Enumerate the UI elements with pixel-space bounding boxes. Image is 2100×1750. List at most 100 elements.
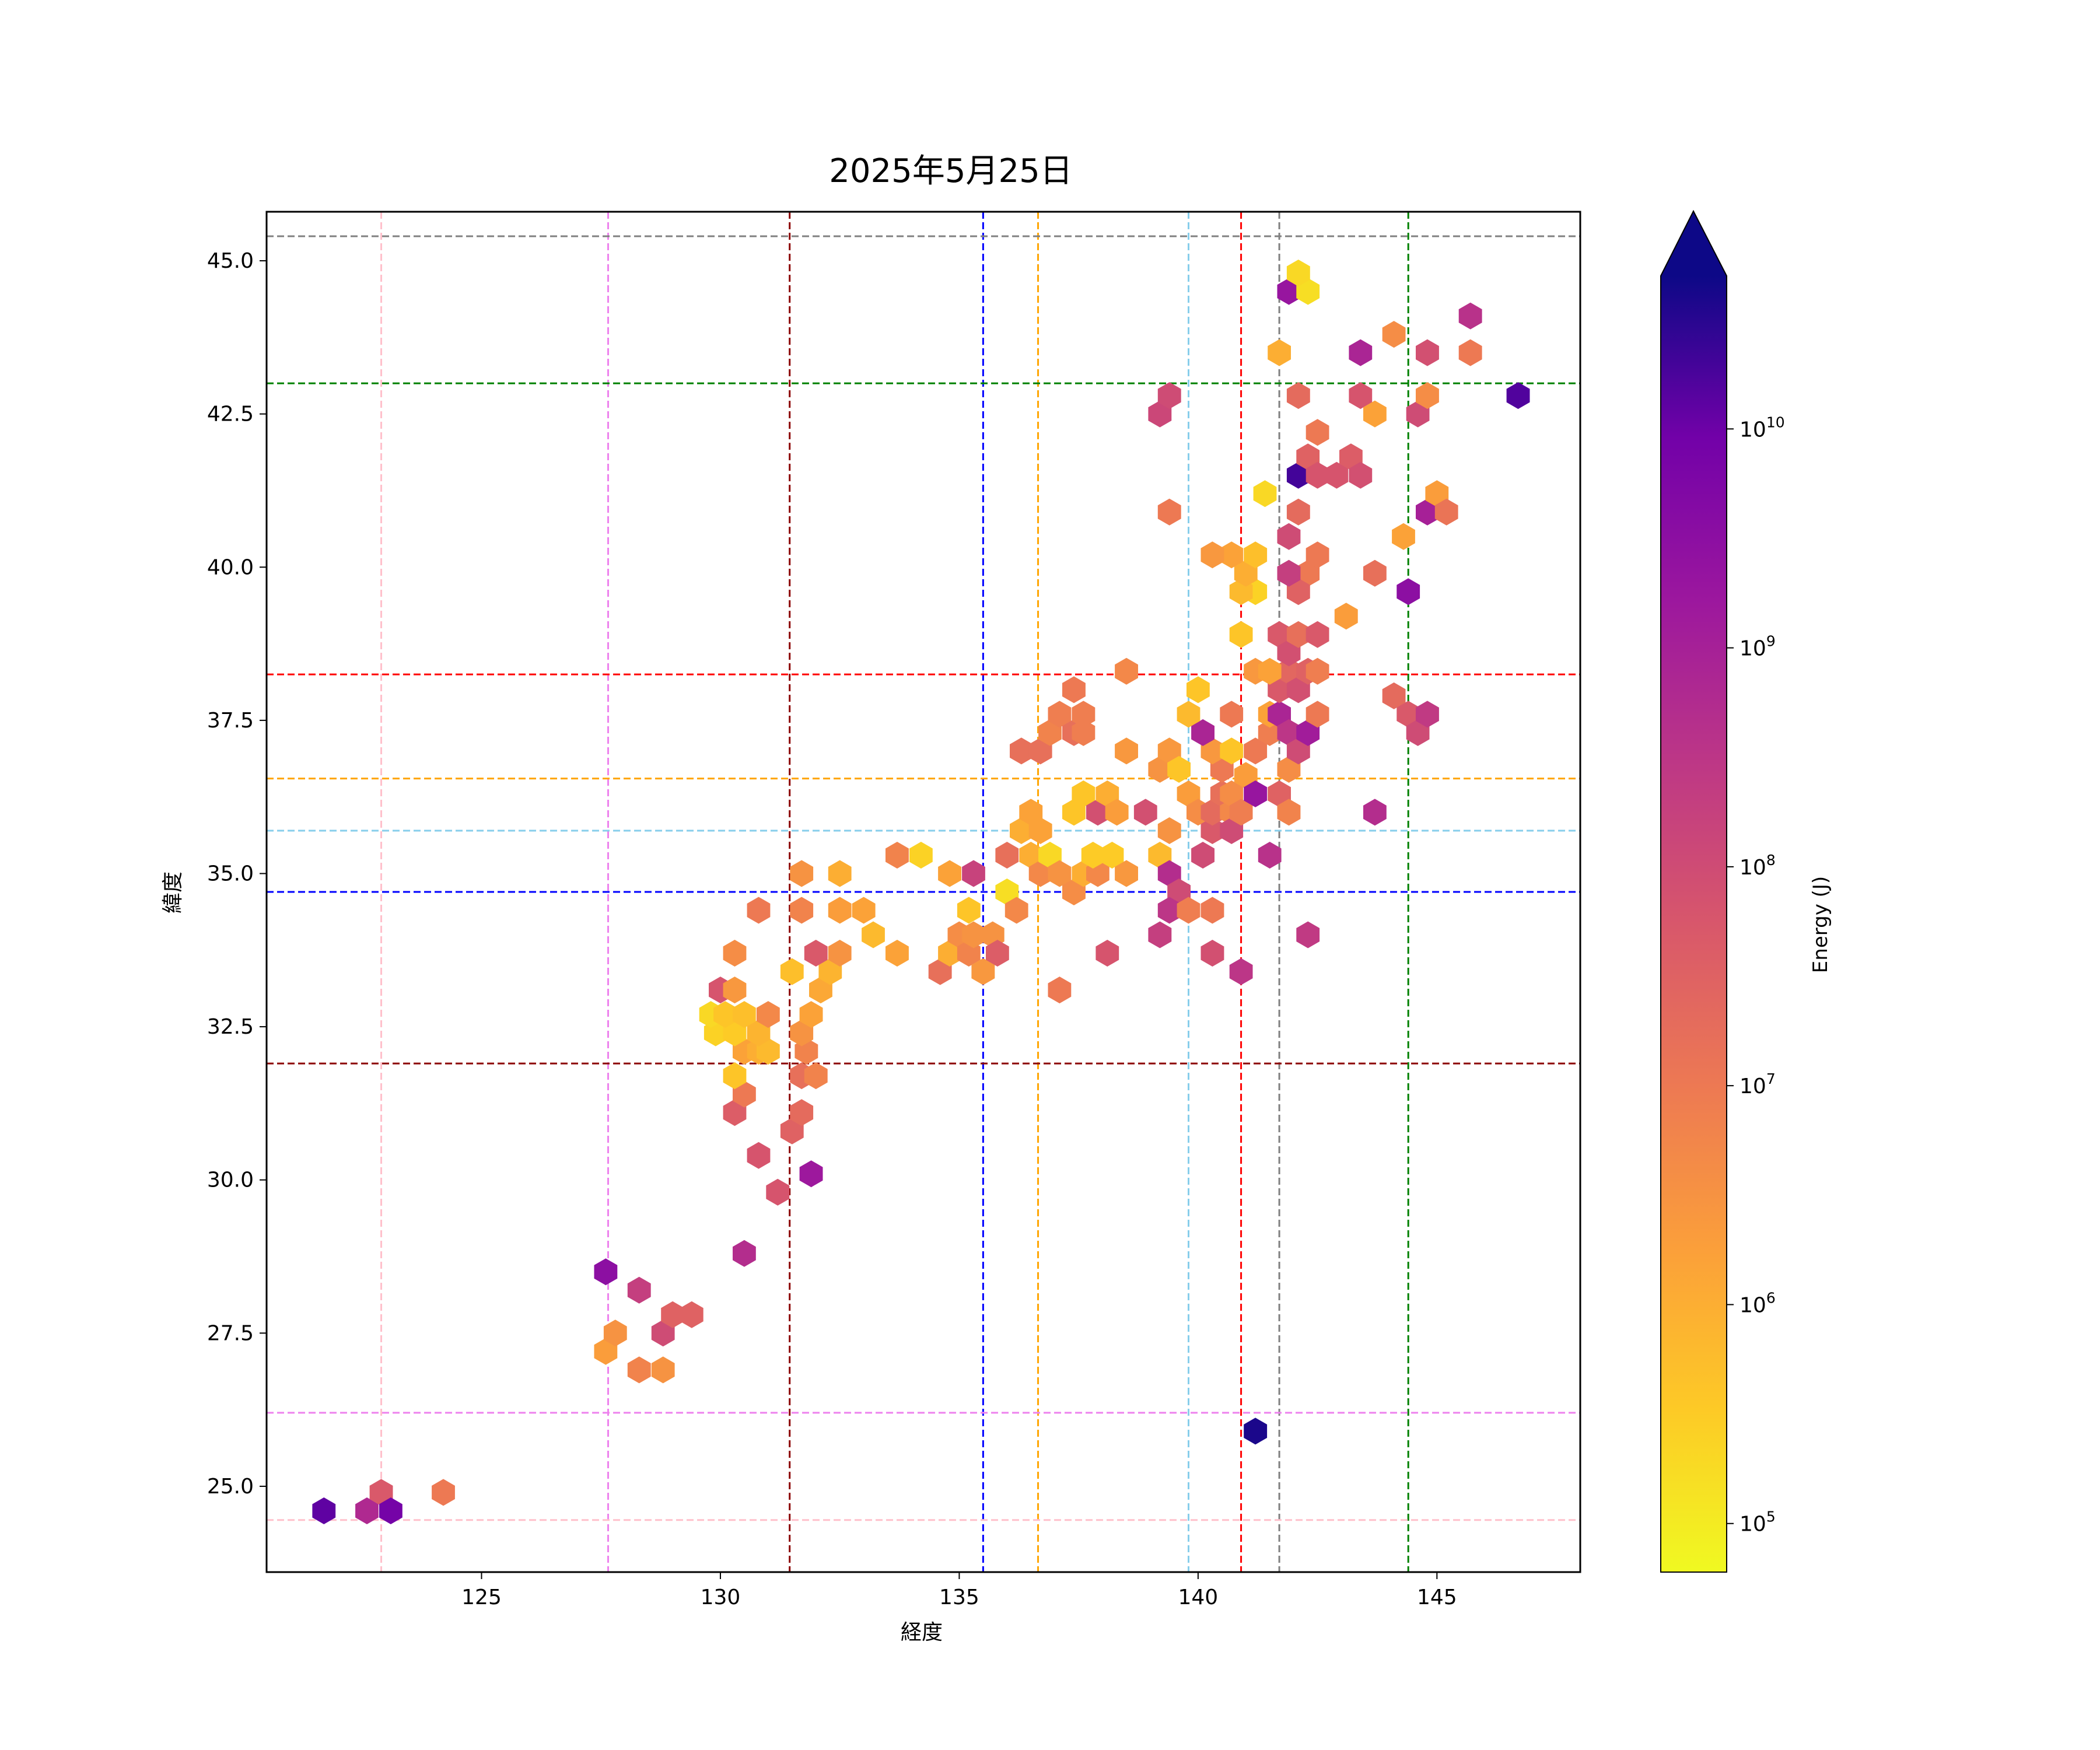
- hexbin-cell: [1244, 737, 1268, 765]
- hexbin-cell: [1157, 860, 1181, 887]
- hexbin-cell: [1019, 799, 1043, 826]
- hexbin-cell: [1286, 621, 1310, 648]
- hexbin-cell: [733, 1240, 756, 1267]
- hexbin-cell: [1325, 461, 1349, 489]
- hexbin-cell: [1157, 817, 1181, 844]
- hexbin-cells: [312, 260, 1530, 1524]
- hexbin-cell: [957, 897, 981, 924]
- hexbin-cell: [1010, 737, 1033, 765]
- hexbin-cell: [1062, 878, 1086, 905]
- hexbin-cell: [1268, 780, 1291, 807]
- chart-title: 2025年5月25日: [829, 152, 1072, 190]
- colorbar-label: Energy (J): [1809, 876, 1832, 973]
- hexbin-cell: [1258, 842, 1282, 869]
- hexbin-cell: [1296, 559, 1320, 587]
- hexbin-cell: [1038, 842, 1062, 869]
- hexbin-cell: [627, 1356, 651, 1384]
- hexbin-cell: [1096, 780, 1119, 807]
- hexbin-cell: [1268, 621, 1291, 648]
- hexbin-cell: [962, 860, 985, 887]
- hexbin-cell: [804, 1062, 828, 1090]
- hexbin-cell: [1148, 755, 1172, 783]
- hexbin-cell: [1396, 578, 1420, 606]
- hexbin-cell: [1258, 719, 1282, 746]
- hexbin-cell: [1277, 559, 1301, 587]
- hexbin-cell: [1277, 278, 1301, 305]
- hexbin-cell: [1220, 737, 1244, 765]
- hexbin-cell: [355, 1497, 379, 1524]
- y-axis-ticks: 25.0 27.5 30.0 32.5 35.0 37.5 40.0 42.5 45.0: [207, 249, 267, 1499]
- hexbin-cell: [312, 1497, 336, 1524]
- hexbin-cell: [1268, 339, 1291, 366]
- hexbin-cell: [747, 1142, 771, 1169]
- hexbin-cell: [995, 878, 1019, 905]
- hexbin-cell: [1277, 657, 1301, 685]
- hexbin-cell: [1167, 755, 1191, 783]
- hexbin-cell: [1277, 719, 1301, 746]
- hexbin-cell: [1406, 400, 1430, 428]
- hexbin-cell: [1191, 842, 1214, 869]
- hexbin-cell: [1286, 498, 1310, 526]
- hexbin-cell: [1038, 719, 1062, 746]
- hexbin-cell: [1019, 842, 1043, 869]
- hexbin-cell: [1382, 682, 1406, 709]
- hexbin-cell: [1229, 621, 1253, 648]
- hexbin-cell: [1220, 701, 1244, 728]
- hexbin-cell: [1048, 701, 1072, 728]
- hexbin-cell: [1253, 480, 1277, 508]
- hexbin-cell: [1220, 541, 1244, 569]
- hexbin-cell: [1105, 799, 1129, 826]
- hexbin-cell: [1229, 958, 1253, 985]
- hexbin-cell: [1028, 860, 1052, 887]
- hexbin-cell: [1363, 799, 1387, 826]
- hexbin-cell: [1133, 799, 1157, 826]
- y-tick-label: 37.5: [207, 709, 254, 733]
- hexbin-cell: [928, 958, 952, 985]
- hexbin-cell: [1382, 321, 1406, 348]
- hexbin-cell: [1100, 842, 1124, 869]
- hexbin-cell: [1306, 621, 1329, 648]
- hexbin-cell: [1458, 302, 1482, 330]
- colorbar-tick-label: 105: [1740, 1508, 1776, 1536]
- hexbin-cell: [369, 1479, 393, 1506]
- colorbar-tick-label: 107: [1740, 1070, 1776, 1098]
- hexbin-cell: [1349, 339, 1373, 366]
- hexbin-cell: [938, 860, 961, 887]
- hexbin-cell: [713, 1001, 737, 1028]
- x-axis-label: 経度: [901, 1620, 943, 1644]
- hexbin-cell: [1220, 780, 1244, 807]
- hexbin-cell: [780, 1117, 804, 1144]
- colorbar-ticks: 105 106 107 108 109 1010: [1727, 414, 1785, 1536]
- hexbin-cell: [1177, 780, 1200, 807]
- hexbin-cell: [1286, 578, 1310, 606]
- y-axis-label: 緯度: [161, 872, 185, 914]
- hexbin-cell: [862, 921, 885, 949]
- hexbin-cell: [1286, 676, 1310, 704]
- hexbin-cell: [651, 1356, 675, 1384]
- hexbin-cell: [1268, 676, 1291, 704]
- hexbin-cell: [1200, 897, 1224, 924]
- hexbin-cell: [1048, 860, 1072, 887]
- colorbar-tick-label: 106: [1740, 1289, 1776, 1317]
- hexbin-cell: [1268, 701, 1291, 728]
- hexbin-cell: [1277, 755, 1301, 783]
- hexbin-cell: [1072, 719, 1096, 746]
- y-tick-label: 45.0: [207, 249, 254, 273]
- hexbin-cell: [1200, 940, 1224, 967]
- hexbin-cell: [804, 940, 828, 967]
- y-tick-label: 25.0: [207, 1475, 254, 1499]
- x-tick-label: 140: [1178, 1586, 1219, 1609]
- hexbin-cell: [1306, 419, 1329, 446]
- y-tick-label: 40.0: [207, 555, 254, 579]
- hexbin-cell: [1416, 701, 1439, 728]
- hexbin-cell: [1277, 639, 1301, 667]
- hexbin-cell: [828, 860, 852, 887]
- x-axis-ticks: 125 130 135 140 145: [461, 1572, 1457, 1609]
- hexbin-cell: [1416, 382, 1439, 410]
- hexbin-cell: [766, 1178, 790, 1206]
- hexbin-cell: [594, 1258, 618, 1286]
- hexbin-cell: [886, 842, 909, 869]
- hexbin-cell: [780, 958, 804, 985]
- hexbin-cell: [627, 1276, 651, 1304]
